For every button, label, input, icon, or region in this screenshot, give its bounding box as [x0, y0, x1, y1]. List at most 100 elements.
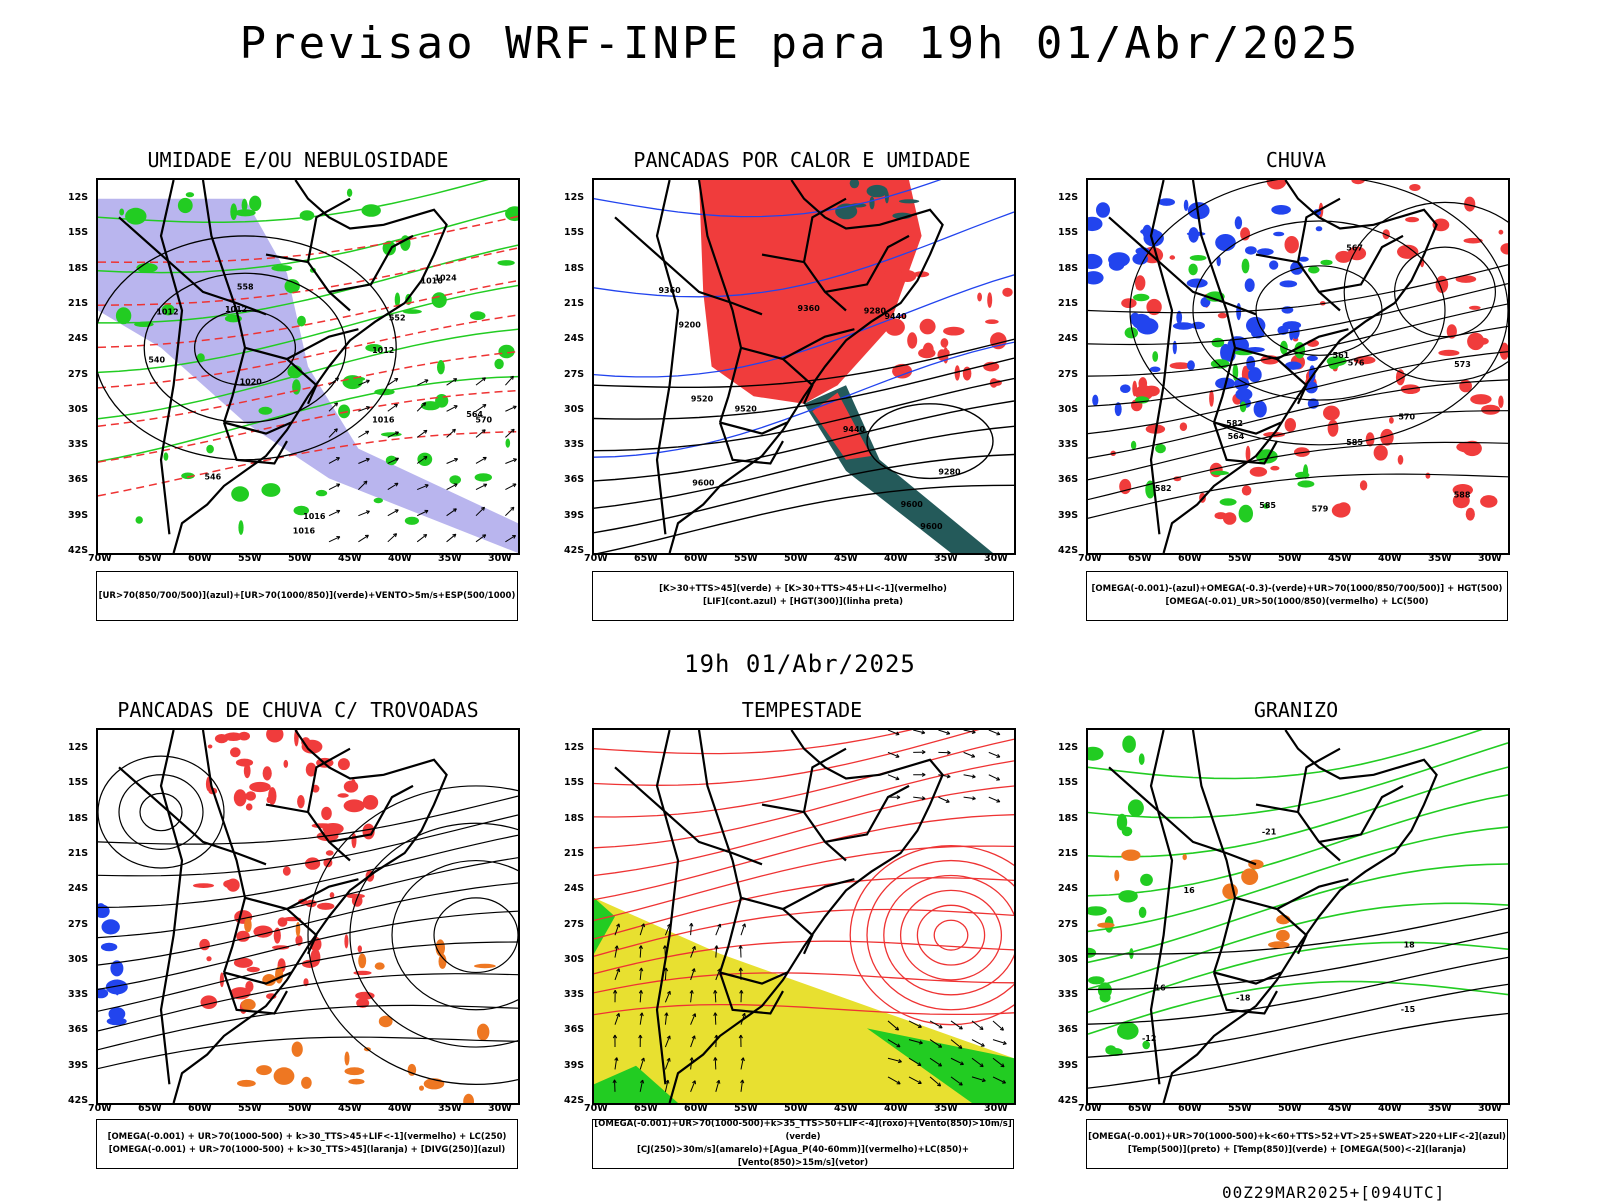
longitude-tick-label: 60W: [1178, 1103, 1202, 1114]
latitude-tick-label: 36S: [564, 1024, 584, 1035]
humidity-green-patch: [417, 453, 432, 466]
rain-red-patch: [1470, 394, 1491, 404]
temp850-green-patch: [1128, 799, 1144, 816]
humidity-green-patch: [249, 196, 261, 212]
rain-blue-patch: [1273, 232, 1284, 237]
storm-orange-patch: [375, 962, 385, 969]
panel-legend: [UR>70(850/700/500)](azul)+[UR>70(1000/8…: [96, 571, 518, 621]
rain-blue-patch: [1246, 356, 1255, 371]
longitude-tick-label: 40W: [884, 1103, 908, 1114]
instability-red-patch: [920, 319, 936, 335]
longitude-tick-label: 35W: [438, 553, 462, 564]
rain-red-patch: [1170, 255, 1176, 259]
contour-label: 552: [389, 313, 406, 322]
rain-green-patch: [1220, 498, 1237, 505]
latitude-tick-label: 33S: [564, 989, 584, 1000]
contour-label: 9600: [920, 522, 943, 531]
latitude-tick-label: 39S: [1058, 510, 1078, 521]
temp500-black-contour: [1088, 932, 1508, 989]
longitude-tick-label: 55W: [1228, 1103, 1252, 1114]
humidity-green-patch: [292, 379, 301, 394]
rain-red-patch: [1405, 217, 1419, 222]
latitude-tick-label: 27S: [68, 919, 88, 930]
storm-red-patch: [236, 759, 253, 767]
wind-vector: [447, 429, 456, 437]
longitude-tick-label: 45W: [1328, 553, 1352, 564]
longitude-tick-label: 55W: [238, 1103, 262, 1114]
longitude-tick-label: 60W: [684, 1103, 708, 1114]
contour-label: 9360: [658, 286, 681, 295]
latitude-tick-label: 42S: [564, 1095, 584, 1106]
rain-blue-patch: [1109, 258, 1125, 270]
latitude-tick-label: 12S: [68, 192, 88, 203]
contour-label: 561: [1333, 351, 1350, 360]
longitude-tick-label: 45W: [1328, 1103, 1352, 1114]
latitude-tick-label: 18S: [1058, 263, 1078, 274]
longitude-tick-label: 70W: [584, 553, 608, 564]
rain-red-patch: [1438, 350, 1459, 356]
instability-red-patch: [941, 338, 949, 348]
latitude-tick-label: 12S: [564, 742, 584, 753]
rain-blue-patch: [1269, 260, 1278, 269]
streamline: [392, 861, 518, 1010]
longitude-tick-label: 50W: [288, 1103, 312, 1114]
panel-legend: [OMEGA(-0.001) + UR>70(1000-500) + k>30_…: [96, 1119, 518, 1169]
latitude-tick-label: 39S: [68, 1060, 88, 1071]
storm-red-patch: [352, 833, 357, 848]
rain-blue-patch: [1235, 216, 1242, 229]
latitude-tick-label: 24S: [68, 883, 88, 894]
panel-legend: [OMEGA(-0.001)-(azul)+OMEGA(-0.3)-(verde…: [1086, 571, 1508, 621]
storm-orange-patch: [241, 999, 256, 1010]
rain-red-patch: [1121, 298, 1136, 308]
rain-green-patch: [1242, 259, 1250, 274]
storm-red-patch: [317, 903, 334, 910]
rain-red-patch: [1389, 417, 1394, 424]
legend-line: [K>30+TTS>45](verde) + [K>30+TTS>45+LI<-…: [593, 583, 1013, 596]
wind-vector: [417, 534, 426, 541]
humidity-green-patch: [164, 452, 169, 460]
wind-vector: [715, 1057, 716, 1069]
rain-red-patch: [1466, 508, 1475, 521]
storm-red-patch: [321, 807, 332, 820]
omega-orange-patch: [1276, 930, 1290, 942]
rain-red-patch: [1499, 230, 1504, 235]
longitude-tick-label: 40W: [1378, 553, 1402, 564]
legend-line: [LIF](cont.azul) + [HGT(300)](linha pret…: [593, 596, 1013, 609]
contour-label: 9360: [798, 304, 821, 313]
instability-red-patch: [923, 343, 934, 357]
divergence-blue-patch: [101, 943, 117, 952]
contour-label: 9520: [691, 395, 714, 404]
humidity-green-patch: [206, 445, 214, 454]
longitude-tick-label: 40W: [388, 1103, 412, 1114]
rain-blue-patch: [1191, 322, 1205, 330]
temp850-green-patch: [1098, 982, 1112, 998]
longitude-tick-label: 50W: [288, 553, 312, 564]
longitude-tick-label: 65W: [138, 553, 162, 564]
humidity-green-patch: [405, 517, 419, 525]
storm-red-patch: [338, 758, 350, 770]
hgt-black-contour: [867, 404, 993, 479]
latitude-tick-label: 21S: [1058, 298, 1078, 309]
hgt-black-contour: [1395, 247, 1496, 337]
storm-orange-patch: [474, 964, 496, 968]
latitude-tick-label: 18S: [1058, 813, 1078, 824]
rain-blue-patch: [1136, 318, 1158, 335]
temp850-green-patch: [1088, 948, 1096, 958]
streamline: [98, 1037, 518, 1069]
storm-red-patch: [230, 747, 241, 757]
longitude-tick-label: 30W: [984, 553, 1008, 564]
longitude-tick-label: 35W: [438, 1103, 462, 1114]
omega-orange-patch: [1183, 854, 1187, 860]
rain-blue-patch: [1120, 384, 1131, 393]
storm-orange-patch: [345, 1067, 365, 1075]
rain-blue-patch: [1173, 341, 1177, 355]
omega-orange-patch: [1097, 923, 1114, 928]
latitude-tick-label: 12S: [68, 742, 88, 753]
storm-red-patch: [234, 789, 247, 806]
rain-blue-patch: [1245, 246, 1257, 254]
rain-blue-patch: [1092, 395, 1098, 406]
rain-red-patch: [1242, 485, 1252, 495]
contour-label: 579: [1312, 504, 1329, 513]
latitude-tick-label: 15S: [1058, 227, 1078, 238]
humidity-green-patch: [497, 260, 514, 266]
